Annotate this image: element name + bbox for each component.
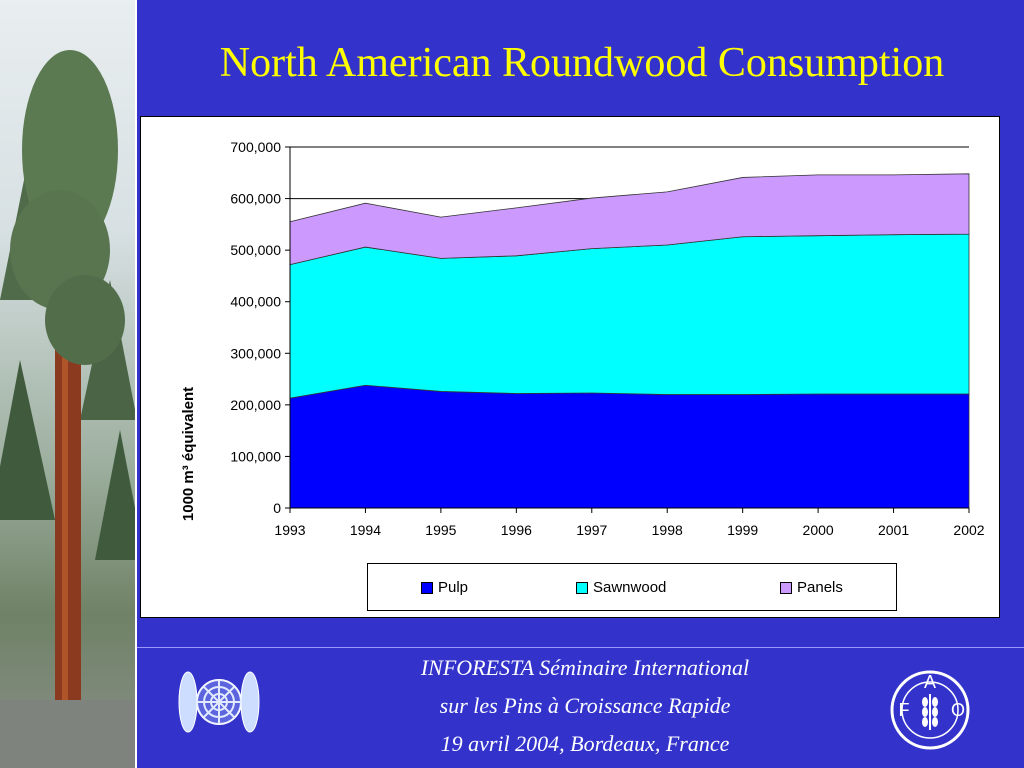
tree-illustration-icon xyxy=(0,50,135,768)
y-tick-label: 400,000 xyxy=(230,294,281,310)
legend-item-panels: Panels xyxy=(780,579,843,596)
y-tick-label: 600,000 xyxy=(230,191,281,207)
x-tick-label: 1996 xyxy=(501,522,532,538)
x-tick-label: 1995 xyxy=(425,522,456,538)
tree-photo xyxy=(0,0,137,768)
x-tick-label: 1999 xyxy=(727,522,758,538)
footer-divider xyxy=(137,647,1024,648)
legend-label-pulp: Pulp xyxy=(438,579,469,596)
y-tick-label: 700,000 xyxy=(230,139,281,155)
fao-letter-a: A xyxy=(924,672,936,692)
fao-letter-o: O xyxy=(951,700,965,720)
area-series xyxy=(289,173,970,509)
x-tick-labels: 1993 1994 1995 1996 1997 1998 1999 2000 2001 2002 xyxy=(274,522,984,538)
slide-title: North American Roundwood Consumption xyxy=(219,40,945,86)
legend-swatch-pulp xyxy=(421,581,433,594)
y-tick-label: 300,000 xyxy=(230,345,281,361)
y-tick-label: 0 xyxy=(273,500,281,516)
un-emblem-icon xyxy=(172,664,266,740)
footer-line-2: sur les Pins à Croissance Rapide xyxy=(439,693,731,718)
area-panels xyxy=(289,173,970,266)
chart-panel: 0 100,000 200,000 300,000 400,000 500,000 600,… xyxy=(140,116,1000,618)
legend-swatch-sawnwood xyxy=(576,581,588,594)
area-pulp xyxy=(289,384,970,509)
y-tick-label: 200,000 xyxy=(230,397,281,413)
footer-line-1: INFORESTA Séminaire International xyxy=(420,655,750,680)
y-tick-label: 500,000 xyxy=(230,242,281,258)
area-sawnwood xyxy=(289,233,970,399)
legend-item-sawnwood: Sawnwood xyxy=(576,579,666,596)
x-tick-label: 1994 xyxy=(350,522,381,538)
legend-item-pulp: Pulp xyxy=(421,579,468,596)
legend-swatch-panels xyxy=(780,581,792,594)
x-tick-label: 2000 xyxy=(803,522,834,538)
stacked-area-chart: 0 100,000 200,000 300,000 400,000 500,000 600,… xyxy=(180,139,985,538)
fao-letter-f: F xyxy=(899,700,910,720)
axes xyxy=(285,146,970,513)
footer-text: INFORESTA Séminaire International sur le… xyxy=(320,650,850,764)
chart-legend: Pulp Sawnwood Panels xyxy=(367,563,897,611)
fao-logo-icon: A F O xyxy=(888,668,972,752)
x-tick-label: 1998 xyxy=(652,522,683,538)
y-tick-labels: 0 100,000 200,000 300,000 400,000 500,000 600,… xyxy=(230,139,281,516)
x-tick-label: 1993 xyxy=(274,522,305,538)
y-axis-label: 1000 m³ équivalent xyxy=(180,387,197,521)
x-tick-label: 2002 xyxy=(953,522,984,538)
legend-label-sawnwood: Sawnwood xyxy=(593,579,667,596)
y-tick-label: 100,000 xyxy=(230,448,281,464)
legend-label-panels: Panels xyxy=(797,579,843,596)
footer-line-3: 19 avril 2004, Bordeaux, France xyxy=(440,731,730,756)
x-tick-label: 1997 xyxy=(576,522,607,538)
x-tick-label: 2001 xyxy=(878,522,909,538)
